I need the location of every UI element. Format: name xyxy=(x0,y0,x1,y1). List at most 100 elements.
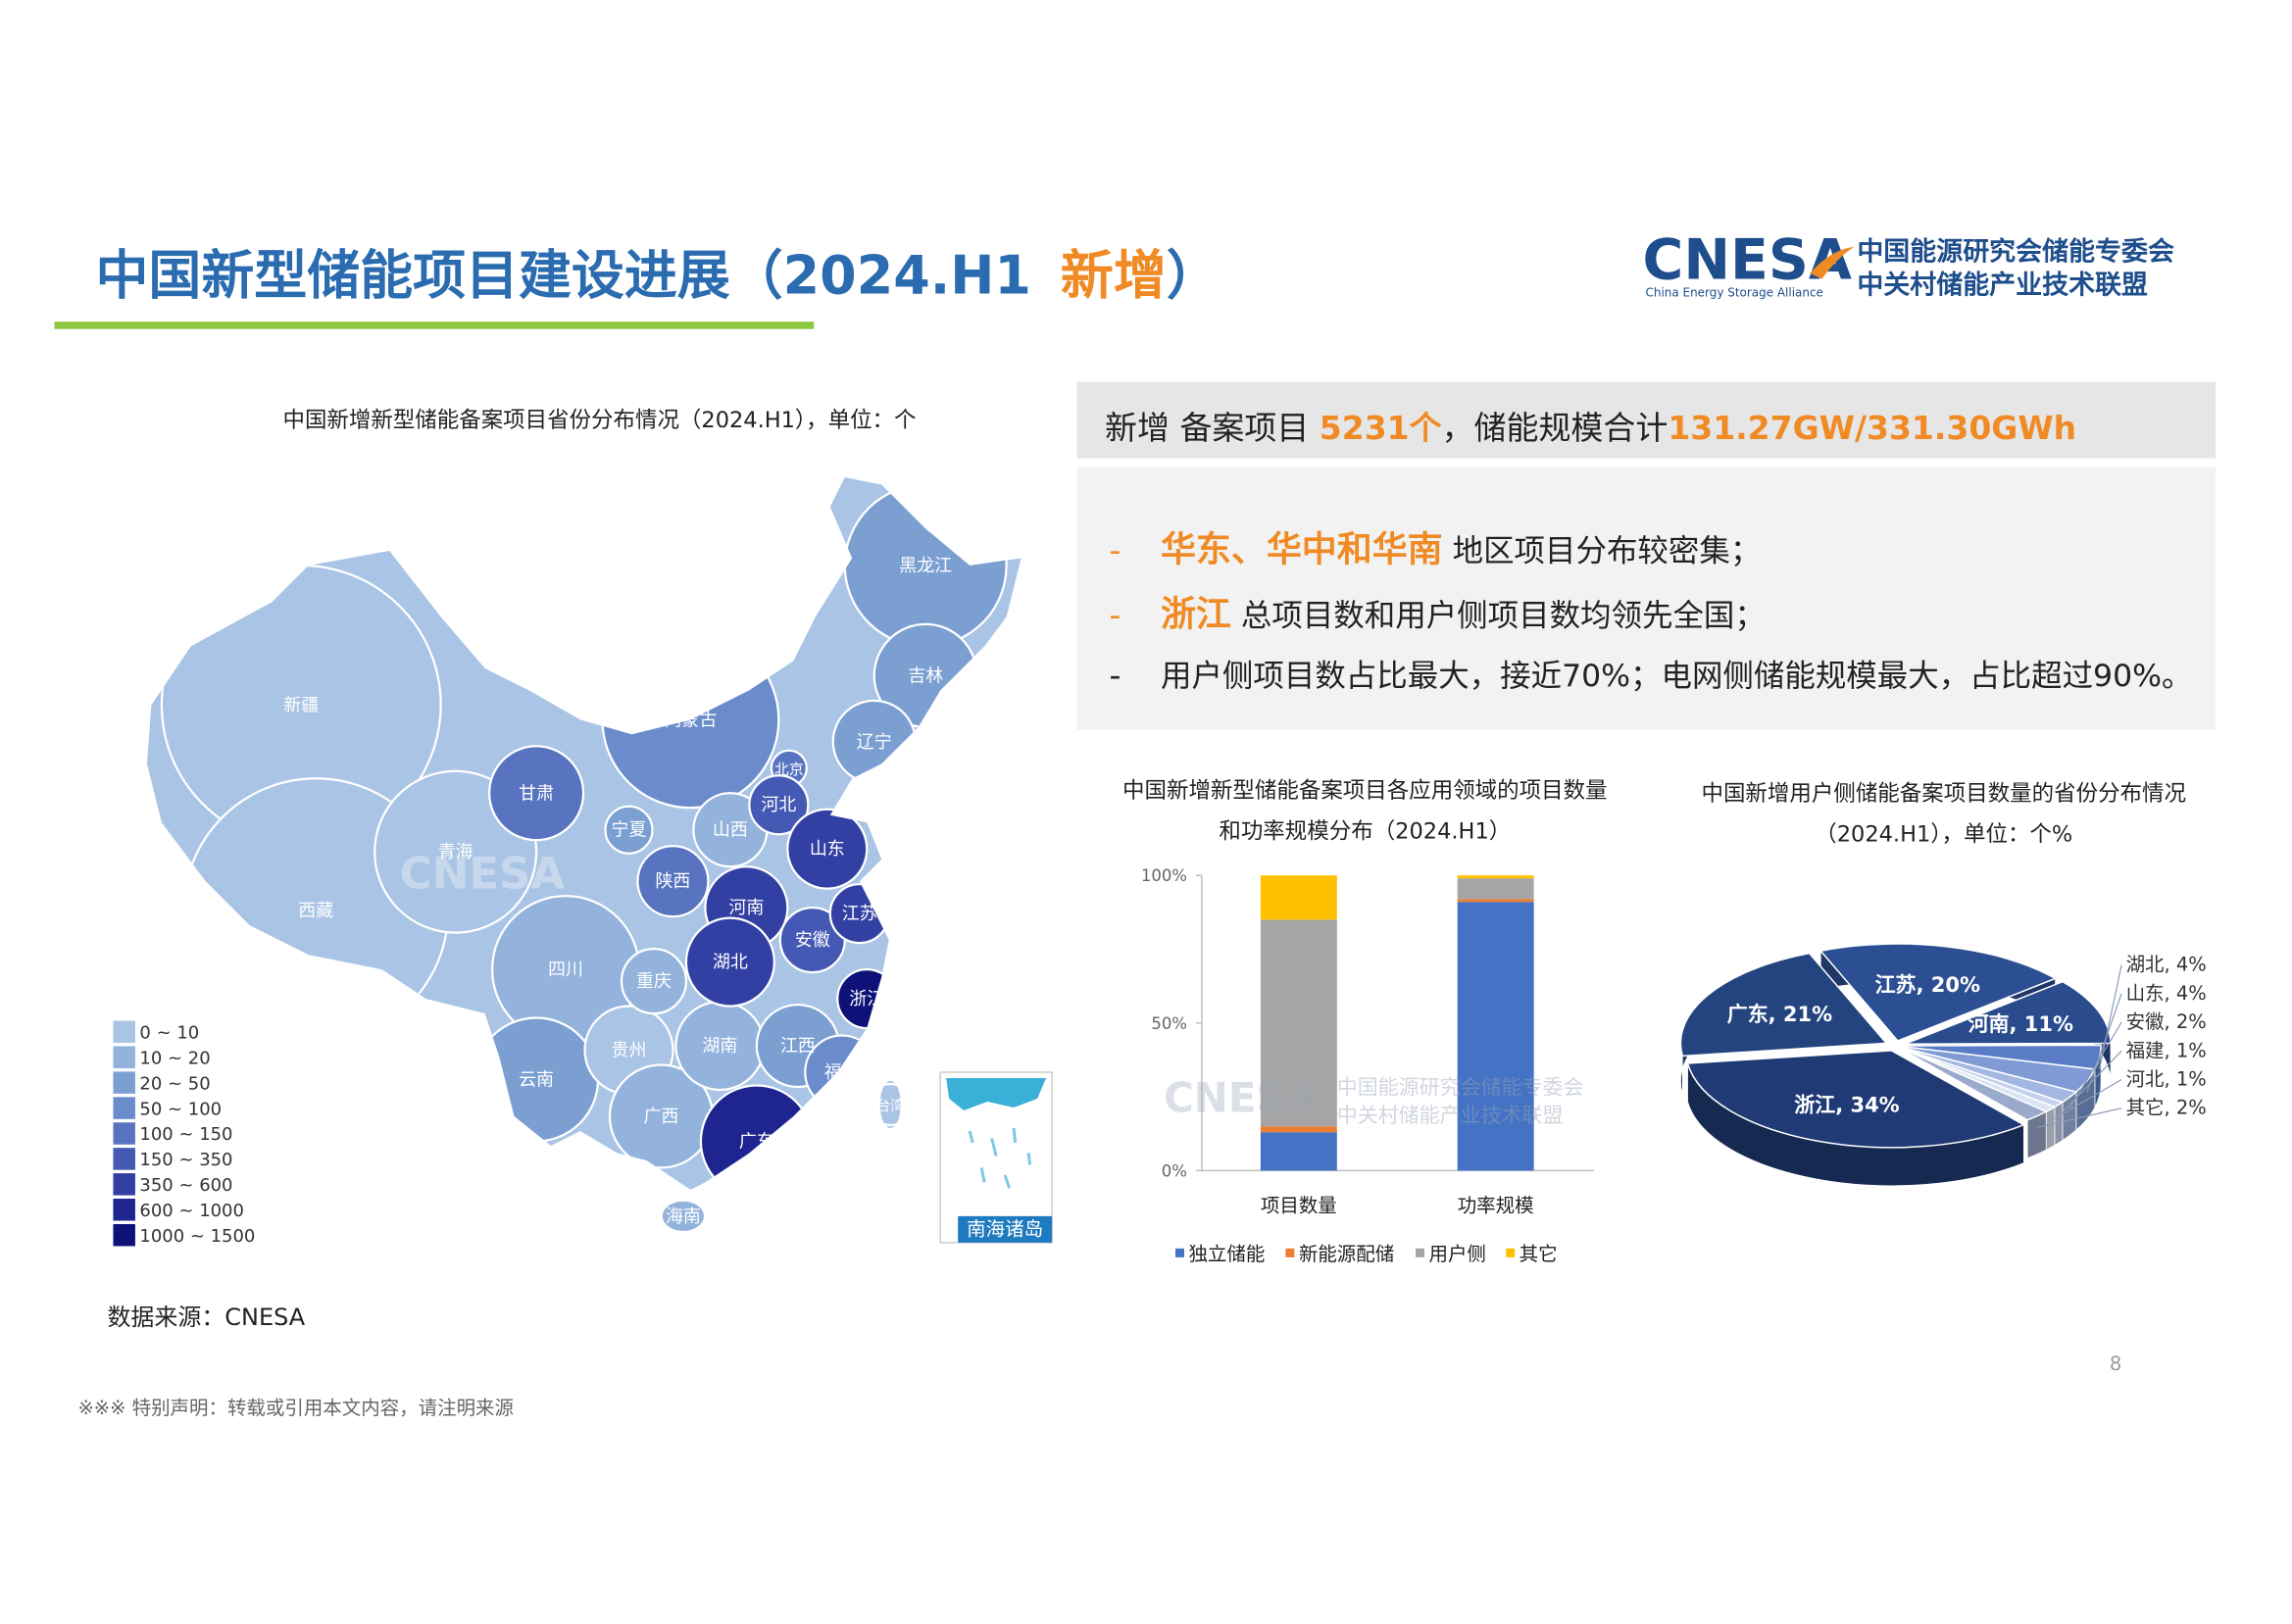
province xyxy=(786,808,869,890)
province-label: 四川 xyxy=(548,960,583,980)
pie-label: 湖北, 4% xyxy=(2126,954,2207,976)
legend-label: 50 ~ 100 xyxy=(139,1099,222,1119)
legend-label: 新能源配储 xyxy=(1299,1243,1394,1265)
legend-label: 350 ~ 600 xyxy=(139,1175,232,1196)
province-label: 台湾 xyxy=(875,1097,905,1114)
watermark: CNESA xyxy=(1164,1073,1319,1121)
legend-label: 0 ~ 10 xyxy=(139,1023,199,1044)
legend-swatch xyxy=(1506,1248,1516,1257)
disclaimer: ※※※ 特别声明：转载或引用本文内容，请注明来源 xyxy=(77,1397,514,1419)
watermark: CNESA xyxy=(400,848,566,900)
province-label: 河北 xyxy=(761,795,796,815)
bar-segment xyxy=(1457,875,1534,879)
bullet-body: 总项目数和用户侧项目数均领先全国； xyxy=(1231,598,1766,633)
bullet-list: - 华东、华中和华南 地区项目分布较密集； - 浙江 总项目数和用户侧项目数均领先全国… xyxy=(1110,529,2193,693)
pie-label: 浙江, 34% xyxy=(1794,1094,1899,1117)
province-label: 云南 xyxy=(519,1069,554,1090)
province-label: 北京 xyxy=(774,761,804,778)
title-underline xyxy=(54,321,815,329)
pie-leader xyxy=(2068,1021,2122,1109)
summary-highlight: 5231个 xyxy=(1320,409,1442,447)
slide-title: 中国新型储能项目建设进展（2024.H1 新增） xyxy=(95,245,1219,307)
bullet-body: 用户侧项目数占比最大，接近70%；电网侧储能规模最大，占比超过90%。 xyxy=(1161,659,2193,694)
legend-label: 100 ~ 150 xyxy=(139,1124,232,1145)
province-label: 安徽 xyxy=(795,930,830,951)
legend-swatch xyxy=(113,1122,135,1145)
province-label: 浙江 xyxy=(849,989,884,1009)
pie-leader xyxy=(2050,1078,2122,1122)
pie-label: 广东, 21% xyxy=(1727,1003,1832,1026)
legend-swatch xyxy=(1285,1248,1295,1257)
summary-text: 新增 备案项目 xyxy=(1105,409,1320,447)
province-label: 青海 xyxy=(438,842,473,862)
legend-swatch xyxy=(113,1071,135,1094)
chart-title-box: 中国新增用户侧储能备案项目数量的省份分布情况（2024.H1），单位：个% xyxy=(1701,779,2187,848)
inset-label-bg xyxy=(958,1215,1053,1243)
inset-label: 南海诸岛 xyxy=(967,1217,1043,1240)
province-label: 海南 xyxy=(666,1206,701,1227)
province-label: 黑龙江 xyxy=(899,556,952,576)
logo: CNESA xyxy=(1643,228,1852,293)
pie-label: 河北, 1% xyxy=(2126,1067,2207,1090)
page-number: 8 xyxy=(2110,1353,2121,1375)
legend-label: 20 ~ 50 xyxy=(139,1073,210,1094)
legend-label: 10 ~ 20 xyxy=(139,1048,210,1068)
legend-label: 其它 xyxy=(1520,1243,1558,1265)
province-label: 宁夏 xyxy=(612,820,647,841)
pie-slice xyxy=(1894,1045,2049,1121)
province xyxy=(487,745,585,842)
bullet-dash: - xyxy=(1110,530,1121,568)
province xyxy=(684,916,775,1008)
province-label: 山东 xyxy=(810,839,845,860)
pie-slice xyxy=(1819,943,2058,1042)
province-label: 湖南 xyxy=(702,1036,737,1057)
source-note: 数据来源：CNESA xyxy=(107,1304,305,1331)
watermark: 中关村储能产业技术联盟 xyxy=(1337,1104,1564,1127)
legend-swatch xyxy=(113,1148,135,1170)
province-label: 福建 xyxy=(824,1062,860,1083)
legend-swatch xyxy=(113,1046,135,1068)
bar-segment xyxy=(1260,1132,1337,1171)
inset-islands xyxy=(968,1127,1032,1189)
province-label: 河南 xyxy=(728,898,764,918)
summary-highlight: 131.27GW/331.30GWh xyxy=(1668,409,2076,447)
legend-swatch xyxy=(113,1223,135,1247)
province-label: 贵州 xyxy=(612,1041,647,1061)
pie-label: 福建, 1% xyxy=(2126,1039,2207,1061)
pie-label: 其它, 2% xyxy=(2126,1097,2207,1119)
bullet-text: 用户侧项目数占比最大，接近70%；电网侧储能规模最大，占比超过90%。 xyxy=(1161,659,2193,694)
legend-label: 150 ~ 350 xyxy=(139,1150,232,1170)
y-tick-label: 100% xyxy=(1141,866,1187,885)
bar-segment xyxy=(1260,919,1337,1127)
province xyxy=(636,845,710,918)
province-label: 内蒙古 xyxy=(664,710,717,730)
bar-segment xyxy=(1260,875,1337,920)
bar-segment xyxy=(1457,902,1534,1171)
legend-label: 600 ~ 1000 xyxy=(139,1201,244,1221)
title-close: ） xyxy=(1167,245,1220,307)
pie-leader xyxy=(2058,1050,2122,1117)
logo-swoosh xyxy=(1810,246,1855,279)
org-name: 中关村储能产业技术联盟 xyxy=(1857,270,2148,301)
inset-coast xyxy=(946,1078,1047,1110)
pie-slice xyxy=(1904,980,2112,1045)
province-label: 吉林 xyxy=(908,665,943,686)
legend-swatch xyxy=(1416,1248,1424,1257)
pie-slice-side xyxy=(2045,1106,2056,1151)
legend-label: 独立储能 xyxy=(1188,1243,1265,1265)
province-label: 湖北 xyxy=(713,953,748,973)
province-label: 辽宁 xyxy=(857,732,892,753)
province-label: 山西 xyxy=(713,820,748,841)
pie-label: 河南, 11% xyxy=(1968,1012,2073,1036)
province-label: 西藏 xyxy=(298,901,333,921)
bullet-dash: - xyxy=(1110,656,1121,694)
title-main: 中国新型储能项目建设进展（2024.H1 xyxy=(95,245,1030,307)
pie-slice xyxy=(1686,1050,2026,1149)
summary-line: 新增 备案项目 5231个，储能规模合计131.27GW/331.30GWh xyxy=(1105,409,2076,447)
bullet-body: 地区项目分布较密集； xyxy=(1443,533,1762,568)
chart-title: 中国新增用户侧储能备案项目数量的省份分布情况（2024.H1），单位：个% xyxy=(1701,779,2187,848)
summary-bar xyxy=(1076,381,2217,459)
legend-label: 用户侧 xyxy=(1428,1243,1485,1265)
title-highlight: 新增 xyxy=(1061,245,1167,307)
